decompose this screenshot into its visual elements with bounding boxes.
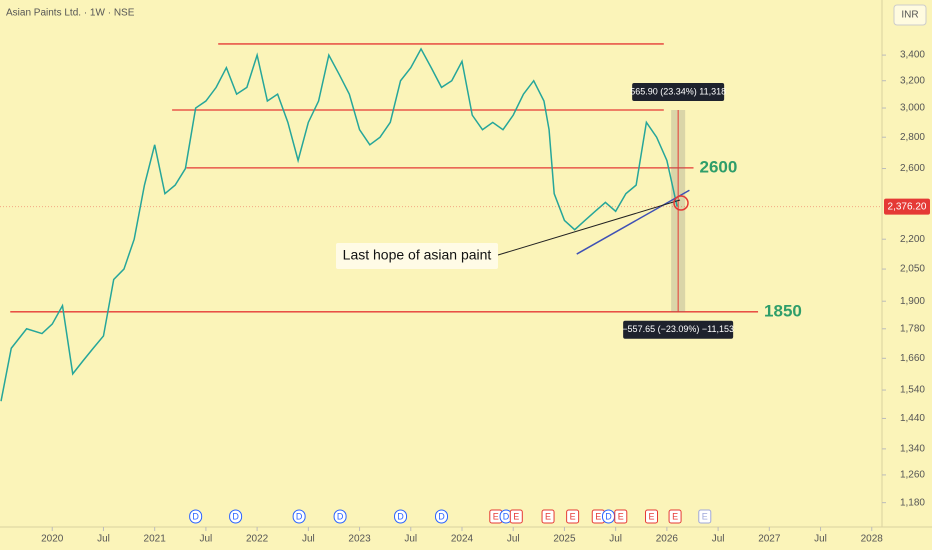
event-label: E (649, 511, 655, 521)
event-marker (435, 509, 449, 524)
x-tick-label: 2024 (451, 534, 474, 545)
event-marker (698, 509, 712, 524)
level-label: 2600 (700, 157, 738, 176)
x-tick-label: Jul (200, 534, 213, 545)
event-marker (668, 509, 682, 524)
callout-box (336, 243, 498, 269)
event-label: D (192, 511, 199, 521)
x-tick-label: 2020 (41, 534, 64, 545)
x-tick-label: 2025 (553, 534, 576, 545)
event-label: E (618, 511, 624, 521)
event-label: D (337, 511, 344, 521)
measure-down-label: −557.65 (−23.09%) −11,153 (622, 324, 734, 334)
measure-up-label: 565.90 (23.34%) 11,318 (630, 86, 726, 96)
measure-down-label-box (623, 320, 734, 339)
x-tick-label: 2023 (348, 534, 371, 545)
y-tick-label: 1,660 (900, 353, 925, 364)
level-label: 1850 (764, 301, 802, 320)
x-tick-label: 2027 (758, 534, 781, 545)
x-tick-label: Jul (302, 534, 315, 545)
y-tick-label: 2,600 (900, 163, 925, 174)
event-label: D (296, 511, 303, 521)
y-tick-label: 2,800 (900, 132, 925, 143)
event-label: D (503, 511, 510, 521)
event-marker (189, 509, 203, 524)
event-marker (229, 509, 243, 524)
event-marker (541, 509, 555, 524)
y-tick-label: 1,180 (900, 497, 925, 508)
event-label: E (493, 511, 499, 521)
current-price-box (884, 198, 930, 215)
event-label: E (595, 511, 601, 521)
trendline (576, 189, 690, 255)
event-marker (292, 509, 306, 524)
x-tick-label: Jul (814, 534, 827, 545)
x-tick-label: Jul (507, 534, 520, 545)
y-tick-label: 1,340 (900, 444, 925, 455)
highlight-circle (673, 195, 689, 211)
callout-pointer (497, 199, 681, 256)
event-marker (333, 509, 347, 524)
event-label: E (513, 511, 519, 521)
x-tick-label: 2021 (144, 534, 167, 545)
event-label: D (605, 511, 612, 521)
event-marker (645, 509, 659, 524)
y-tick-label: 2,050 (900, 264, 925, 275)
current-price: 2,376.20 (888, 201, 927, 212)
x-tick-label: Jul (712, 534, 725, 545)
event-label: E (702, 511, 708, 521)
y-tick-label: 3,400 (900, 50, 925, 61)
y-tick-label: 2,200 (900, 234, 925, 245)
x-tick-label: 2022 (246, 534, 269, 545)
y-tick-label: 1,780 (900, 323, 925, 334)
event-marker (394, 509, 408, 524)
event-label: D (397, 511, 404, 521)
callout: Last hope of asian paint (343, 247, 492, 263)
event-label: E (545, 511, 551, 521)
y-tick-label: 1,440 (900, 413, 925, 424)
currency-box[interactable] (893, 4, 927, 26)
x-tick-label: 2028 (861, 534, 884, 545)
y-tick-label: 3,000 (900, 103, 925, 114)
y-tick-label: 1,900 (900, 296, 925, 307)
chart-title: Asian Paints Ltd. · 1W · NSE (6, 8, 135, 19)
event-label: D (438, 511, 445, 521)
y-tick-label: 3,200 (900, 75, 925, 86)
measure-up-label-box (632, 83, 725, 102)
currency[interactable]: INR (901, 10, 918, 21)
x-tick-label: Jul (609, 534, 622, 545)
event-label: E (672, 511, 678, 521)
event-marker (566, 509, 580, 524)
x-tick-label: Jul (97, 534, 110, 545)
event-label: D (232, 511, 239, 521)
x-tick-label: 2026 (656, 534, 679, 545)
y-tick-label: 1,260 (900, 470, 925, 481)
event-label: E (570, 511, 576, 521)
price-line (0, 47, 678, 402)
event-marker (509, 509, 523, 524)
y-tick-label: 1,540 (900, 385, 925, 396)
event-marker (614, 509, 628, 524)
x-tick-label: Jul (404, 534, 417, 545)
